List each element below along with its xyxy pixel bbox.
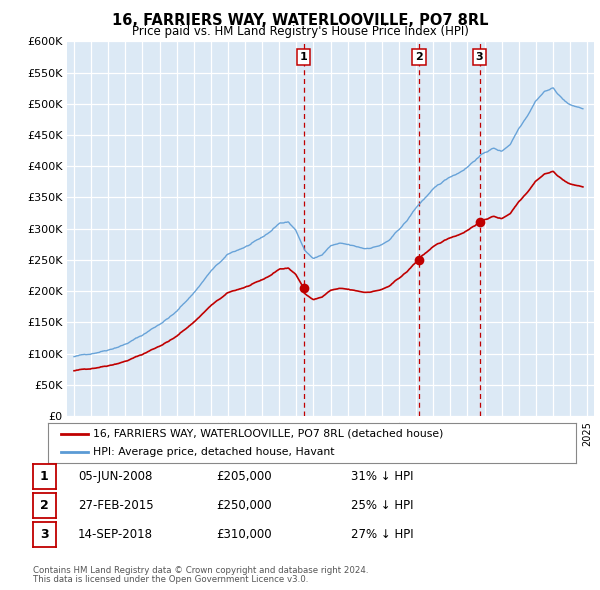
- Text: 31% ↓ HPI: 31% ↓ HPI: [351, 470, 413, 483]
- Text: £310,000: £310,000: [216, 528, 272, 541]
- Text: 16, FARRIERS WAY, WATERLOOVILLE, PO7 8RL: 16, FARRIERS WAY, WATERLOOVILLE, PO7 8RL: [112, 13, 488, 28]
- Text: £250,000: £250,000: [216, 499, 272, 512]
- Text: 1: 1: [300, 52, 308, 62]
- Text: 2: 2: [415, 52, 423, 62]
- Text: HPI: Average price, detached house, Havant: HPI: Average price, detached house, Hava…: [93, 447, 334, 457]
- Text: 16, FARRIERS WAY, WATERLOOVILLE, PO7 8RL (detached house): 16, FARRIERS WAY, WATERLOOVILLE, PO7 8RL…: [93, 429, 443, 439]
- Text: 25% ↓ HPI: 25% ↓ HPI: [351, 499, 413, 512]
- Text: 27% ↓ HPI: 27% ↓ HPI: [351, 528, 413, 541]
- Text: Contains HM Land Registry data © Crown copyright and database right 2024.: Contains HM Land Registry data © Crown c…: [33, 566, 368, 575]
- Text: 27-FEB-2015: 27-FEB-2015: [78, 499, 154, 512]
- Text: This data is licensed under the Open Government Licence v3.0.: This data is licensed under the Open Gov…: [33, 575, 308, 584]
- Text: 3: 3: [476, 52, 484, 62]
- Text: 1: 1: [40, 470, 49, 483]
- Text: 2: 2: [40, 499, 49, 512]
- Text: 3: 3: [40, 528, 49, 541]
- Text: £205,000: £205,000: [216, 470, 272, 483]
- Text: Price paid vs. HM Land Registry's House Price Index (HPI): Price paid vs. HM Land Registry's House …: [131, 25, 469, 38]
- Text: 14-SEP-2018: 14-SEP-2018: [78, 528, 153, 541]
- Text: 05-JUN-2008: 05-JUN-2008: [78, 470, 152, 483]
